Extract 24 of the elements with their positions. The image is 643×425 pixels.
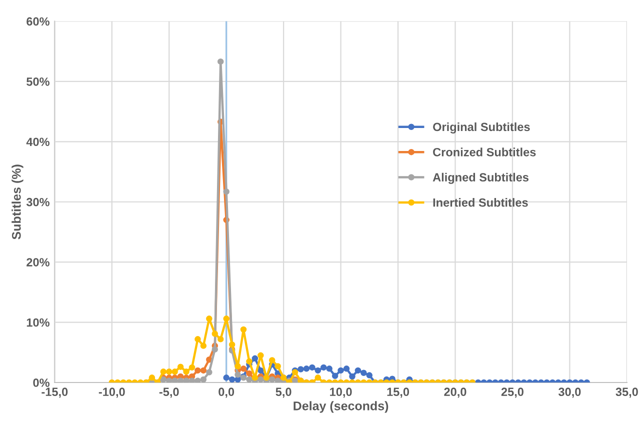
x-tick-label: -15,0 [42, 388, 68, 398]
y-tick-label: 40% [26, 138, 50, 146]
y-tick-label: 50% [26, 77, 50, 86]
y-tick-label: 30% [26, 198, 50, 206]
x-tick-label: 10,0 [330, 388, 352, 398]
x-tick-label: 20,0 [444, 388, 466, 398]
x-tick-label: 30,0 [558, 388, 581, 398]
x-tick-label: 15,0 [387, 388, 410, 398]
x-axis-title: Delay (seconds) [294, 401, 388, 413]
y-tick-label: 10% [26, 318, 50, 327]
legend-label: Cronized Subtitles [433, 148, 536, 156]
x-tick-label: -5,0 [159, 388, 179, 398]
legend-label: Original Subtitles [433, 122, 530, 134]
legend-label: Aligned Subtitles [432, 172, 528, 184]
y-tick-label: 20% [26, 258, 50, 266]
x-tick-label: 5,0 [276, 388, 292, 398]
legend-label: Inertied Subtitles [433, 198, 528, 207]
y-tick-label: 60% [26, 17, 50, 26]
y-tick-label: 0% [33, 378, 50, 387]
x-tick-label: 0,0 [218, 388, 234, 398]
x-tick-label: -10,0 [98, 388, 125, 398]
x-tick-label: 35,0 [616, 388, 638, 398]
y-axis-title: Subtitles (%) [12, 164, 24, 240]
x-tick-label: 25,0 [501, 388, 524, 398]
